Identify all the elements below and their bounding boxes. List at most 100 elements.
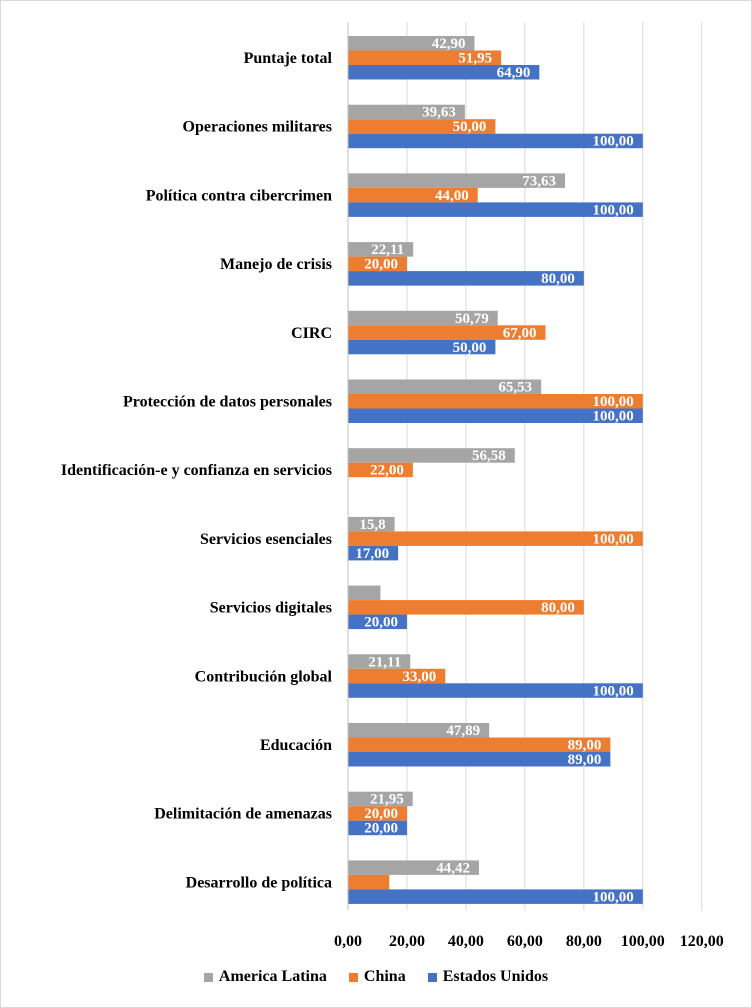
data-label: 50,79 <box>455 311 489 327</box>
data-label: 39,63 <box>422 105 456 121</box>
data-label: 100,00 <box>593 394 634 410</box>
bar <box>348 379 542 394</box>
bar <box>348 683 643 698</box>
category-label: Operaciones militares <box>183 119 332 136</box>
x-tick-label: 20,00 <box>389 933 425 950</box>
category-label: Puntaje total <box>244 50 333 67</box>
data-label: 56,58 <box>472 448 506 464</box>
data-label: 15,8 <box>359 517 385 533</box>
data-label: 44,42 <box>436 860 470 876</box>
bar <box>348 668 446 684</box>
bar <box>348 325 546 340</box>
bar <box>348 448 515 463</box>
bar <box>348 531 643 546</box>
data-label: 100,00 <box>593 531 634 547</box>
legend-label-estados-unidos: Estados Unidos <box>442 968 549 985</box>
bar <box>348 394 643 409</box>
bar <box>348 256 407 272</box>
category-label: Educación <box>260 737 332 754</box>
x-tick-label: 100,00 <box>621 933 665 950</box>
data-label: 22,11 <box>371 242 404 258</box>
bar <box>348 516 395 532</box>
data-label: 20,00 <box>364 821 398 837</box>
category-label: Manejo de crisis <box>220 256 332 273</box>
data-label: 20,00 <box>364 257 398 273</box>
bar <box>348 133 643 149</box>
bar <box>348 654 411 669</box>
bar <box>348 271 584 286</box>
bar <box>348 202 643 217</box>
legend-swatch-america-latina <box>203 972 213 982</box>
legend-label-america-latina: America Latina <box>218 968 327 985</box>
bar <box>348 806 407 821</box>
bar <box>348 36 475 51</box>
data-label: 65,53 <box>498 380 532 396</box>
data-label: 80,00 <box>541 271 575 287</box>
data-label: 20,00 <box>364 615 398 631</box>
legend-swatch-estados-unidos <box>427 972 437 982</box>
data-label: 22,00 <box>370 463 404 479</box>
category-label: Política contra cibercrimen <box>146 187 332 204</box>
data-label: 20,00 <box>364 806 398 822</box>
bar <box>348 462 413 478</box>
data-label: 42,90 <box>432 36 466 52</box>
data-label: 50,00 <box>453 119 487 135</box>
data-label: 89,00 <box>568 738 602 754</box>
x-tick-label: 40,00 <box>448 933 484 950</box>
bar <box>348 600 584 615</box>
x-tick-label: 60,00 <box>507 933 543 950</box>
bar <box>348 50 502 65</box>
bar <box>348 723 490 738</box>
category-label: CIRC <box>291 325 332 342</box>
data-label: 73,63 <box>522 173 556 189</box>
category-label: Servicios digitales <box>210 600 332 617</box>
data-label: 100,00 <box>593 409 634 425</box>
data-label: 89,00 <box>568 752 602 768</box>
data-label: 80,00 <box>541 600 575 616</box>
x-tick-label: 80,00 <box>566 933 602 950</box>
category-label: Delimitación de amenazas <box>154 806 332 823</box>
data-label: 17,00 <box>355 546 389 562</box>
category-label: Desarrollo de política <box>186 874 332 891</box>
legend-label-china: China <box>363 968 406 985</box>
data-label: 21,11 <box>368 654 401 670</box>
category-label: Identificación-e y confianza en servicio… <box>61 462 332 479</box>
legend-swatch-china <box>348 972 358 982</box>
category-label: Servicios esenciales <box>200 531 332 548</box>
data-label: 100,00 <box>593 683 634 699</box>
bar <box>348 173 566 188</box>
bar <box>348 339 496 355</box>
bar <box>348 65 540 80</box>
data-label: 47,89 <box>446 723 480 739</box>
legend-item-america-latina: America Latina <box>203 968 327 986</box>
data-label: 64,90 <box>497 65 531 81</box>
x-tick-label: 120,00 <box>680 933 724 950</box>
bar <box>348 874 390 890</box>
bar <box>348 545 399 561</box>
category-label: Contribución global <box>195 668 333 685</box>
bar <box>348 752 611 767</box>
data-label: 50,00 <box>453 340 487 356</box>
data-label: 51,95 <box>458 51 492 67</box>
bar <box>348 310 498 326</box>
bar <box>348 585 381 601</box>
legend: America Latina China Estados Unidos <box>0 968 752 986</box>
category-label: Protección de datos personales <box>123 394 332 411</box>
bar <box>348 820 407 836</box>
bar <box>348 614 407 630</box>
bar <box>348 187 478 203</box>
x-tick-label: 0,00 <box>334 933 362 950</box>
bar <box>348 889 643 904</box>
legend-item-estados-unidos: Estados Unidos <box>427 968 549 986</box>
data-label: 21,95 <box>370 792 404 808</box>
data-label: 100,00 <box>593 202 634 218</box>
bar <box>348 860 479 875</box>
data-label: 67,00 <box>503 325 537 341</box>
bar <box>348 119 496 134</box>
bar <box>348 242 414 257</box>
data-label: 100,00 <box>593 889 634 905</box>
data-label: 33,00 <box>403 669 437 685</box>
bar <box>348 791 413 807</box>
